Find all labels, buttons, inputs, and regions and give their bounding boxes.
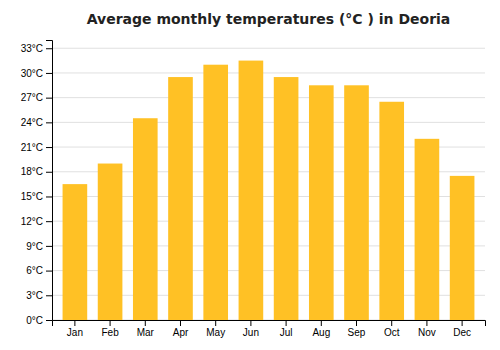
- bar: [309, 85, 334, 320]
- x-tick: Apr: [173, 320, 189, 338]
- tick-label: Sep: [348, 327, 366, 338]
- y-tick: 3°C: [26, 290, 52, 301]
- tick-label: Jun: [243, 327, 259, 338]
- tick-mark: [74, 320, 75, 326]
- tick-label: Jul: [280, 327, 293, 338]
- tick-label: Aug: [312, 327, 330, 338]
- tick-mark: [46, 172, 52, 173]
- bar: [274, 77, 299, 320]
- tick-label: Feb: [101, 327, 119, 338]
- y-tick: 30°C: [21, 68, 52, 79]
- tick-label: 18°C: [21, 166, 43, 177]
- bar: [98, 164, 123, 320]
- tick-label: 33°C: [21, 43, 43, 54]
- grid: [52, 48, 485, 320]
- tick-label: Mar: [137, 327, 155, 338]
- x-tick: Jun: [243, 320, 259, 338]
- tick-mark: [46, 221, 52, 222]
- tick-label: Nov: [418, 327, 436, 338]
- tick-label: 21°C: [21, 142, 43, 153]
- axis-line: [53, 321, 486, 327]
- y-tick: 33°C: [21, 43, 52, 54]
- grid-line: [52, 48, 485, 49]
- y-axis: 0°C 3°C 6°C 9°C 12°C 15°C 18°C 21°C 24°C 27°C 30°C…: [21, 41, 53, 326]
- x-tick: Mar: [137, 320, 155, 338]
- tick-mark: [110, 320, 111, 326]
- tick-mark: [426, 320, 427, 326]
- x-tick: Dec: [453, 320, 471, 338]
- x-tick: May: [206, 320, 225, 338]
- tick-label: 9°C: [26, 241, 43, 252]
- tick-mark: [46, 320, 52, 321]
- tick-mark: [46, 196, 52, 197]
- y-tick: 18°C: [21, 166, 52, 177]
- tick-mark: [250, 320, 251, 326]
- tick-mark: [462, 320, 463, 326]
- x-axis: Jan Feb Mar Apr May Jun Jul Aug Sep Oct Nov Dec: [53, 320, 486, 338]
- plot: 0°C 3°C 6°C 9°C 12°C 15°C 18°C 21°C 24°C 27°C 30°C…: [21, 41, 486, 339]
- tick-label: 6°C: [26, 265, 43, 276]
- bar: [63, 184, 88, 320]
- tick-mark: [46, 48, 52, 49]
- tick-mark: [215, 320, 216, 326]
- tick-mark: [321, 320, 322, 326]
- tick-mark: [46, 73, 52, 74]
- grid-line: [52, 122, 485, 123]
- bar: [133, 118, 158, 320]
- tick-label: Jan: [67, 327, 83, 338]
- tick-mark: [180, 320, 181, 326]
- tick-mark: [356, 320, 357, 326]
- tick-mark: [46, 98, 52, 99]
- bar: [344, 85, 369, 320]
- bar: [168, 77, 193, 320]
- axis-line: [46, 41, 53, 321]
- tick-mark: [46, 246, 52, 247]
- tick-label: 12°C: [21, 216, 43, 227]
- tick-label: 27°C: [21, 92, 43, 103]
- tick-label: Dec: [453, 327, 471, 338]
- tick-label: 24°C: [21, 117, 43, 128]
- y-tick: 15°C: [21, 191, 52, 202]
- tick-mark: [46, 122, 52, 123]
- x-tick: Feb: [101, 320, 119, 338]
- tick-mark: [46, 147, 52, 148]
- x-tick: Jan: [67, 320, 83, 338]
- bar: [450, 176, 475, 320]
- tick-mark: [46, 295, 52, 296]
- tick-label: 15°C: [21, 191, 43, 202]
- title: Average monthly temperatures (°C ) in De…: [87, 11, 451, 27]
- y-tick: 12°C: [21, 216, 52, 227]
- y-tick: 9°C: [26, 241, 52, 252]
- tick-mark: [46, 271, 52, 272]
- x-tick: Nov: [418, 320, 436, 338]
- grid-line: [52, 72, 485, 73]
- x-tick: Sep: [348, 320, 366, 338]
- tick-label: Apr: [173, 327, 189, 338]
- y-tick: 6°C: [26, 265, 52, 276]
- tick-mark: [145, 320, 146, 326]
- y-tick: 27°C: [21, 92, 52, 103]
- tick-label: Oct: [384, 327, 400, 338]
- tick-label: 3°C: [26, 290, 43, 301]
- bar: [379, 102, 404, 320]
- x-tick: Oct: [384, 320, 400, 338]
- bar: [203, 65, 228, 320]
- tick-label: 30°C: [21, 68, 43, 79]
- y-tick: 0°C: [26, 315, 52, 326]
- bar: [239, 61, 264, 320]
- tick-label: 0°C: [26, 315, 43, 326]
- y-tick: 21°C: [21, 142, 52, 153]
- x-tick: Jul: [280, 320, 293, 338]
- tick-mark: [391, 320, 392, 326]
- y-tick: 24°C: [21, 117, 52, 128]
- bar: [415, 139, 440, 320]
- tick-mark: [286, 320, 287, 326]
- x-tick: Aug: [312, 320, 330, 338]
- chart: 0°C 3°C 6°C 9°C 12°C 15°C 18°C 21°C 24°C 27°C 30°C…: [0, 0, 500, 350]
- tick-label: May: [206, 327, 225, 338]
- bars: [63, 61, 475, 320]
- grid-line: [52, 97, 485, 98]
